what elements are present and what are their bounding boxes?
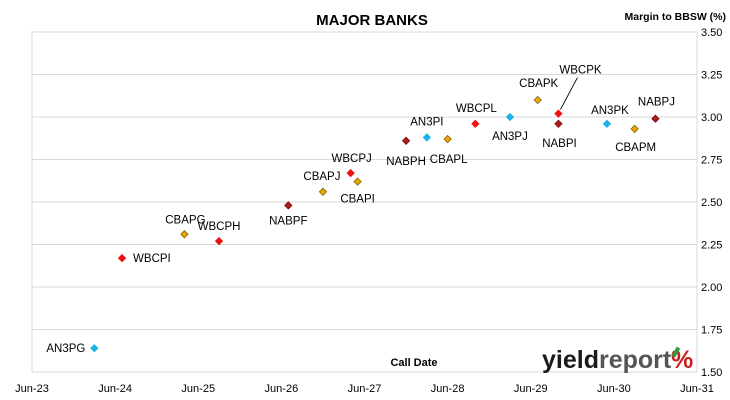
label-nabpi: NABPI bbox=[542, 138, 577, 150]
y-tick-label: 1.50 bbox=[701, 367, 722, 379]
logo-report: report bbox=[599, 346, 672, 374]
label-an3pj: AN3PJ bbox=[492, 131, 528, 143]
label-an3pg: AN3PG bbox=[46, 343, 85, 355]
point-an3pj bbox=[505, 112, 515, 122]
label-wbcpk: WBCPK bbox=[559, 65, 602, 77]
point-cbapj bbox=[318, 187, 328, 196]
y-tick-label: 3.25 bbox=[701, 70, 722, 82]
point-wbcph bbox=[214, 236, 224, 246]
point-an3pg bbox=[90, 344, 99, 353]
x-axis-title: Call Date bbox=[390, 357, 437, 369]
point-nabpf bbox=[284, 201, 293, 210]
label-cbapm: CBAPM bbox=[615, 142, 656, 154]
y-axis: 3.50 3.25 3.00 2.75 2.50 2.25 2.00 1.75 1.50 bbox=[701, 27, 722, 379]
point-cbapk bbox=[533, 95, 542, 105]
x-tick-label: Jun-31 bbox=[680, 383, 714, 395]
point-nabpi bbox=[554, 119, 563, 128]
point-wbcpi bbox=[117, 253, 127, 263]
point-cbapl bbox=[443, 134, 452, 144]
label-wbcpl: WBCPL bbox=[456, 103, 498, 115]
label-cbapg: CBAPG bbox=[165, 214, 205, 226]
point-an3pk bbox=[602, 119, 612, 128]
point-wbcpl bbox=[471, 119, 480, 128]
label-nabpj: NABPJ bbox=[638, 97, 675, 109]
x-tick-label: Jun-27 bbox=[348, 383, 382, 395]
chart-title: MAJOR BANKS bbox=[316, 12, 428, 29]
label-nabph: NABPH bbox=[386, 156, 426, 168]
point-cbapm bbox=[630, 124, 639, 134]
x-axis: Jun-23 Jun-24 Jun-25 Jun-26 Jun-27 Jun-28 Jun-… bbox=[15, 383, 714, 395]
gridlines bbox=[32, 31, 697, 373]
y-tick-label: 2.25 bbox=[701, 240, 722, 252]
logo-percent-icon: % bbox=[671, 346, 693, 374]
label-cbapj: CBAPJ bbox=[303, 171, 340, 183]
point-an3pi bbox=[422, 133, 432, 142]
label-nabpf: NABPF bbox=[269, 215, 307, 227]
y-tick-label: 2.00 bbox=[701, 282, 722, 294]
point-nabpj bbox=[651, 114, 660, 123]
x-tick-label: Jun-28 bbox=[431, 383, 465, 395]
x-tick-label: Jun-26 bbox=[265, 383, 299, 395]
logo-green-mark bbox=[671, 346, 681, 358]
x-tick-label: Jun-23 bbox=[15, 383, 49, 395]
label-cbapi: CBAPI bbox=[340, 194, 375, 206]
label-wbcpi: WBCPI bbox=[133, 253, 171, 265]
point-cbapi bbox=[353, 177, 362, 186]
x-tick-label: Jun-24 bbox=[98, 383, 132, 395]
label-cbapk: CBAPK bbox=[519, 78, 558, 90]
label-wbcpj: WBCPJ bbox=[332, 153, 372, 165]
yieldreport-logo: yieldreport % bbox=[542, 346, 693, 374]
y-tick-label: 3.50 bbox=[701, 27, 722, 39]
y-tick-label: 3.00 bbox=[701, 112, 722, 124]
y-tick-label: 2.75 bbox=[701, 155, 722, 167]
label-an3pi: AN3PI bbox=[410, 116, 443, 128]
x-tick-label: Jun-25 bbox=[181, 383, 215, 395]
point-wbcpk bbox=[554, 109, 563, 118]
point-nabph bbox=[401, 136, 411, 145]
logo-yield: yield bbox=[542, 346, 599, 374]
label-an3pk: AN3PK bbox=[591, 105, 629, 117]
y-axis-title: Margin to BBSW (%) bbox=[625, 11, 727, 23]
x-tick-label: Jun-29 bbox=[514, 383, 548, 395]
logo-text: yieldreport bbox=[542, 346, 672, 374]
leader-lines bbox=[560, 77, 578, 110]
label-cbapl: CBAPL bbox=[430, 154, 468, 166]
y-tick-label: 1.75 bbox=[701, 325, 722, 337]
point-wbcpj bbox=[346, 168, 355, 178]
x-tick-label: Jun-30 bbox=[597, 383, 631, 395]
data-points bbox=[90, 95, 660, 353]
y-tick-label: 2.50 bbox=[701, 197, 722, 209]
label-wbcph: WBCPH bbox=[198, 221, 241, 233]
leader-line-wbcpk bbox=[560, 77, 578, 110]
point-cbapg bbox=[180, 230, 189, 239]
